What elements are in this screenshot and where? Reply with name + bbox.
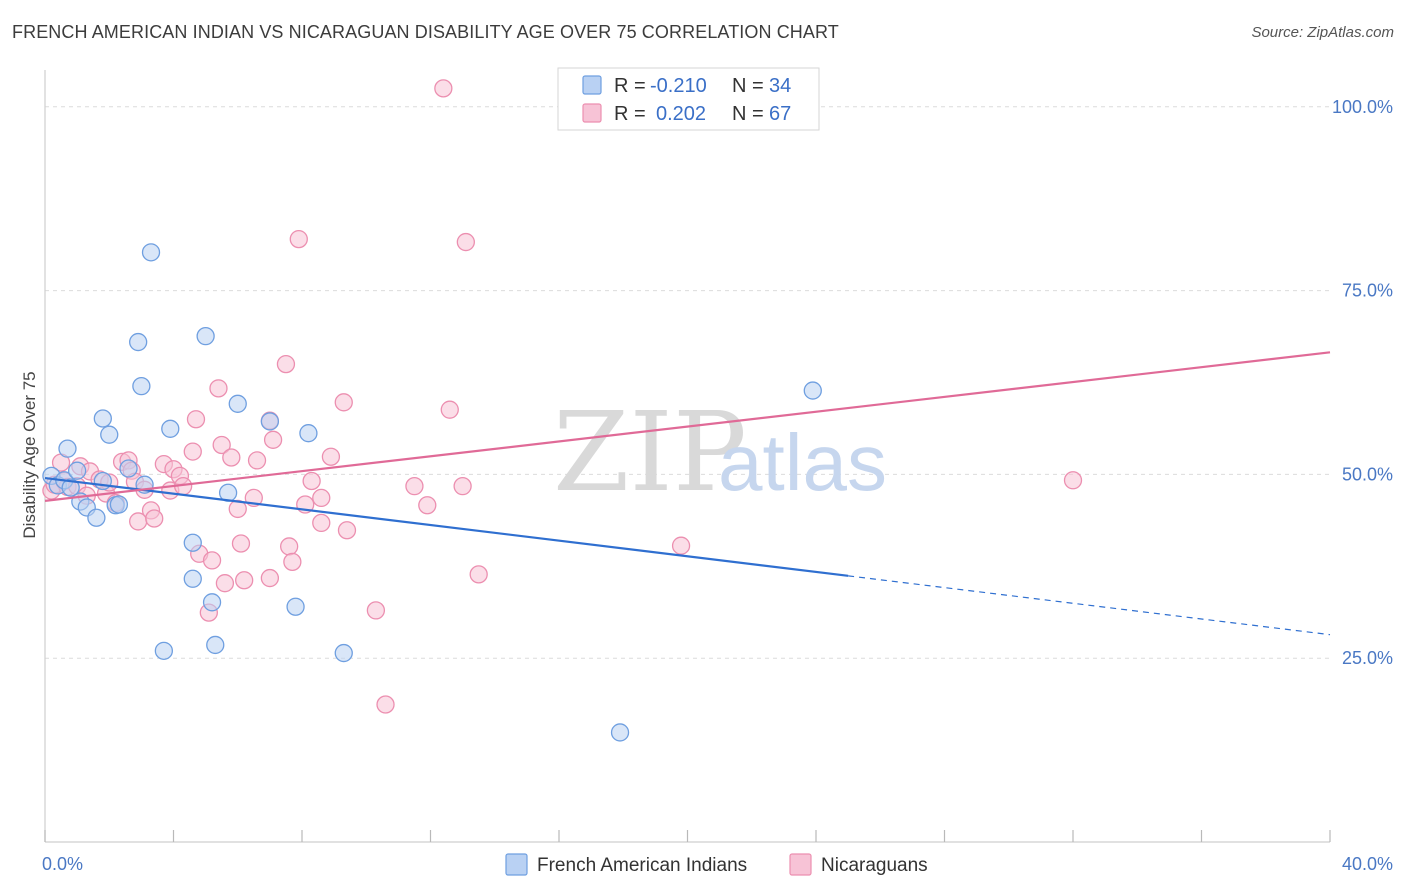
chart-title: FRENCH AMERICAN INDIAN VS NICARAGUAN DIS…	[12, 22, 839, 42]
data-point	[67, 461, 87, 480]
x-tick-label: 0.0%	[42, 854, 83, 874]
bottom-legend-label-0: French American Indians	[537, 855, 747, 876]
data-point	[456, 232, 475, 252]
data-point	[183, 442, 202, 461]
data-point	[58, 439, 77, 458]
x-tick-labels: 0.0% 40.0%	[42, 854, 1393, 874]
data-point	[61, 478, 80, 497]
data-point	[215, 574, 235, 593]
data-point	[212, 435, 231, 455]
legend-n-label-0: N =	[732, 75, 764, 97]
data-point	[263, 430, 283, 449]
data-point	[334, 393, 353, 412]
correlation-legend: R = -0.210 N = 34 R = 0.202 N = 67	[557, 67, 820, 131]
data-point	[161, 419, 180, 438]
watermark-atlas: atlas	[718, 418, 887, 507]
data-point	[186, 410, 206, 429]
data-point	[87, 508, 106, 527]
axes	[44, 70, 1331, 843]
bottom-legend-swatch-pink	[789, 853, 812, 876]
data-point	[299, 424, 318, 443]
data-point	[247, 451, 267, 470]
data-point	[286, 597, 305, 616]
data-point	[202, 593, 222, 612]
data-point	[145, 509, 164, 528]
data-point	[109, 495, 129, 514]
data-point	[196, 327, 215, 346]
trend-lines	[44, 351, 1331, 636]
data-point	[206, 635, 225, 655]
data-point	[803, 381, 822, 400]
legend-n-value-0: 34	[769, 75, 791, 97]
data-point	[321, 447, 341, 466]
data-point	[469, 565, 488, 584]
data-point	[235, 571, 254, 590]
legend-r-label-0: R =	[614, 75, 646, 97]
y-tick-label: 50.0%	[1342, 464, 1393, 484]
data-point	[183, 569, 202, 588]
data-point	[302, 471, 321, 491]
data-point	[209, 379, 228, 398]
legend-r-label-1: R =	[614, 103, 646, 125]
data-point	[440, 400, 459, 419]
data-point	[222, 448, 241, 467]
data-point	[671, 536, 691, 555]
data-point	[119, 459, 138, 478]
data-point	[418, 496, 437, 515]
data-point	[312, 488, 331, 508]
y-axis-label: Disability Age Over 75	[20, 371, 39, 538]
legend-swatch-pink	[582, 103, 602, 123]
y-tick-label: 75.0%	[1342, 281, 1393, 301]
bottom-legend-label-1: Nicaraguans	[821, 855, 928, 876]
data-point	[312, 513, 331, 533]
watermark-zip: ZIP	[553, 388, 747, 516]
data-point	[405, 476, 424, 496]
data-point	[289, 229, 308, 249]
data-point	[366, 601, 386, 620]
data-point	[337, 521, 357, 540]
y-tick-label: 25.0%	[1342, 648, 1393, 668]
data-point	[93, 471, 112, 491]
data-point	[202, 551, 222, 570]
data-point	[260, 412, 280, 431]
legend-n-label-1: N =	[732, 103, 764, 125]
legend-swatch-blue	[582, 75, 602, 95]
data-point	[141, 243, 161, 262]
data-point	[434, 79, 453, 98]
bottom-legend-swatch-blue	[505, 853, 528, 876]
y-tick-labels: 25.0% 50.0% 75.0% 100.0%	[1332, 97, 1393, 668]
data-point	[376, 695, 395, 714]
data-point	[283, 552, 302, 572]
data-point	[453, 476, 472, 496]
legend-r-value-0: -0.210	[650, 75, 707, 97]
data-point	[129, 332, 148, 352]
source-credit: Source: ZipAtlas.com	[1251, 24, 1394, 41]
data-point	[260, 568, 280, 588]
data-point	[276, 354, 296, 374]
data-point	[183, 533, 202, 552]
trend-line-nicaraguans	[44, 351, 1331, 502]
data-point	[154, 641, 174, 660]
x-tick-label: 40.0%	[1342, 854, 1393, 874]
data-point	[279, 537, 299, 556]
data-point	[231, 534, 251, 553]
legend-r-value-1: 0.202	[656, 103, 706, 125]
data-point	[334, 643, 353, 663]
trend-line-extension-french-american-indians	[848, 575, 1331, 636]
data-point	[1063, 471, 1083, 490]
data-point	[132, 377, 151, 396]
series-legend: French American Indians Nicaraguans	[505, 853, 928, 876]
y-tick-label: 100.0%	[1332, 97, 1393, 117]
data-point	[93, 409, 112, 428]
watermark: ZIP atlas	[553, 388, 887, 516]
trend-line-french-american-indians	[44, 476, 849, 577]
data-point	[100, 425, 119, 444]
data-point	[228, 394, 247, 413]
legend-n-value-1: 67	[769, 103, 791, 125]
data-point	[610, 723, 630, 742]
french-american-indian-points	[42, 243, 822, 742]
